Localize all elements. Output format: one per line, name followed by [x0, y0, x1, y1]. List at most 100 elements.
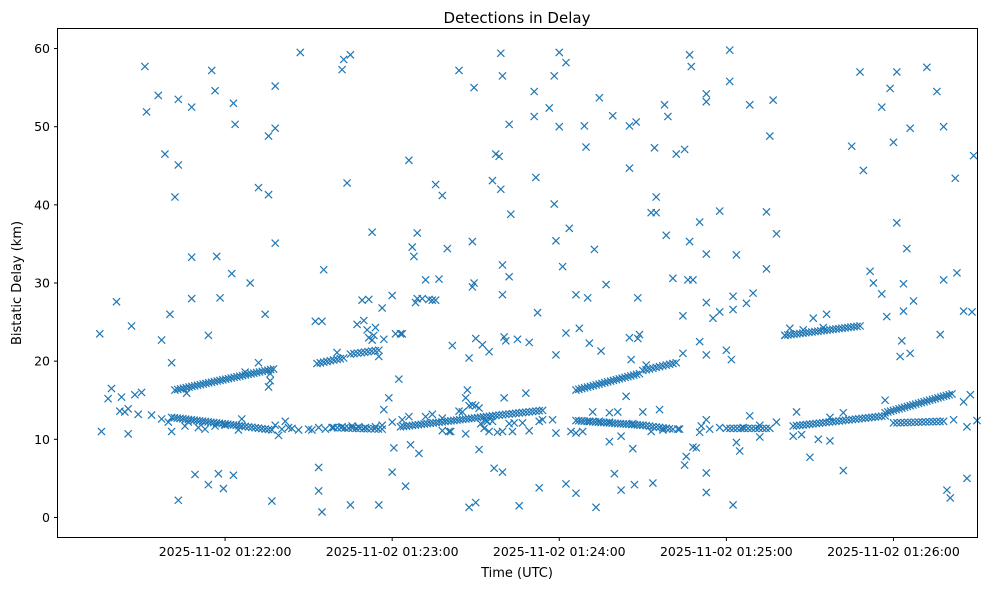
data-point [550, 200, 559, 209]
data-point [886, 84, 895, 93]
data-point [789, 432, 798, 441]
data-point [662, 231, 671, 240]
data-point [465, 354, 474, 363]
data-point [264, 190, 273, 199]
data-point [685, 237, 694, 246]
data-point [535, 483, 544, 492]
data-point [207, 66, 216, 75]
data-point [204, 480, 213, 489]
data-point [333, 348, 342, 357]
data-point [421, 412, 430, 421]
data-point [899, 307, 908, 316]
data-point [735, 447, 744, 456]
data-point [821, 418, 831, 427]
data-point [409, 252, 418, 261]
data-point [561, 479, 570, 488]
data-point [471, 334, 480, 343]
data-point [555, 48, 564, 57]
data-point [246, 278, 255, 288]
data-point [866, 267, 875, 276]
data-point [515, 501, 524, 510]
data-point [871, 412, 880, 421]
data-point [548, 415, 557, 424]
data-point [413, 228, 422, 238]
data-point [819, 323, 828, 332]
data-point [359, 424, 368, 433]
data-point [799, 420, 808, 429]
data-point [353, 320, 362, 329]
data-point [530, 112, 539, 121]
data-point [521, 389, 530, 398]
data-point [511, 409, 520, 418]
data-point [856, 321, 865, 331]
data-point [201, 425, 210, 434]
data-point [361, 423, 370, 432]
data-point [590, 245, 599, 254]
data-point [942, 486, 951, 495]
data-point [839, 408, 848, 417]
data-point [672, 150, 681, 159]
data-point [465, 401, 474, 410]
data-point [892, 218, 901, 227]
data-point [227, 269, 236, 278]
data-point [229, 471, 238, 480]
data-point [491, 411, 500, 420]
data-point [900, 418, 909, 427]
data-point [874, 412, 883, 421]
data-point [328, 423, 337, 432]
data-point [727, 355, 736, 364]
data-point [577, 384, 586, 393]
data-point [531, 407, 540, 416]
data-point [112, 297, 121, 306]
data-point [602, 280, 611, 289]
data-point [910, 418, 919, 427]
data-point [374, 352, 383, 361]
data-point [211, 86, 220, 95]
data-point [877, 289, 886, 298]
data-point [736, 424, 745, 433]
data-point [438, 414, 447, 423]
data-point [446, 427, 455, 436]
data-point [271, 239, 280, 248]
y-axis-label: Bistatic Delay (km) [10, 221, 25, 345]
data-point [378, 303, 387, 313]
data-point [498, 261, 507, 270]
data-point [628, 419, 637, 428]
data-point [296, 48, 305, 57]
data-point [182, 389, 191, 398]
data-point [311, 317, 320, 326]
data-point [371, 422, 380, 431]
data-point [617, 486, 626, 495]
data-point [216, 293, 225, 302]
data-point [583, 293, 592, 302]
data-point [174, 496, 183, 505]
data-point [434, 275, 443, 284]
data-point [914, 418, 923, 427]
data-point [755, 421, 764, 430]
data-point [277, 425, 286, 434]
data-point [237, 414, 246, 424]
data-point [401, 482, 410, 491]
data-point [702, 415, 711, 424]
data-point [802, 420, 811, 429]
data-point [729, 292, 738, 301]
data-point [261, 310, 270, 319]
data-point [244, 422, 253, 431]
data-point [655, 405, 664, 414]
data-point [241, 368, 250, 377]
data-point [658, 423, 667, 432]
y-tick-label: 20 [34, 354, 50, 369]
data-point [583, 383, 592, 392]
data-point [729, 500, 738, 509]
data-point [966, 390, 975, 399]
data-point [404, 156, 413, 165]
data-point [785, 324, 794, 333]
data-point [170, 193, 179, 202]
y-tick-label: 0 [42, 510, 50, 525]
data-point [858, 414, 867, 423]
data-point [490, 464, 499, 473]
data-point [505, 410, 514, 419]
data-point [378, 421, 387, 430]
data-point [338, 422, 347, 431]
